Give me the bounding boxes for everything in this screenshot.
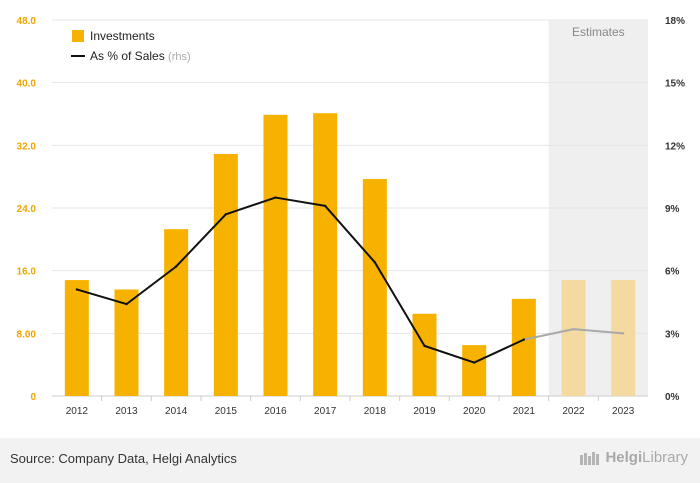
line-point: [522, 338, 526, 341]
x-tick-label: 2014: [165, 406, 188, 417]
legend-label-pct-name: As % of Sales: [90, 49, 165, 63]
bar-investments: [561, 280, 586, 396]
legend-label-investments: Investments: [90, 29, 155, 43]
x-tick-label: 2016: [264, 406, 287, 417]
left-tick-label: 40.0: [17, 79, 37, 90]
library-icon: [580, 451, 600, 465]
legend-swatch-investments: [72, 30, 84, 42]
line-point: [174, 265, 178, 268]
right-axis-ticks: 0% 3% 6% 9% 12% 15% 18%: [665, 16, 685, 403]
logo-text: HelgiLibrary: [605, 449, 688, 466]
line-point: [125, 302, 128, 306]
left-tick-label: 24.0: [17, 204, 37, 215]
x-tick-label: 2012: [66, 406, 89, 417]
x-tick-label: 2021: [513, 406, 536, 417]
line-point: [274, 196, 277, 199]
x-axis-ticks: 2012 2013 2014 2015 2016 2017 2018 2019 2020 2021…: [66, 396, 635, 417]
x-tick-label: 2023: [612, 406, 635, 417]
source-text: Source: Company Data, Helgi Analytics: [10, 451, 237, 466]
bar-investments: [313, 113, 338, 396]
bars: [64, 113, 636, 397]
helgi-library-logo[interactable]: HelgiLibrary: [579, 449, 688, 466]
bar-investments: [412, 313, 437, 396]
line-point: [423, 344, 426, 348]
x-tick-label: 2017: [314, 406, 337, 417]
bar-investments: [64, 280, 89, 396]
right-tick-label: 9%: [665, 204, 680, 215]
bar-investments: [164, 229, 189, 396]
bar-investments: [114, 289, 139, 396]
line-point: [323, 204, 327, 208]
x-tick-label: 2020: [463, 406, 486, 417]
footer: Source: Company Data, Helgi Analytics He…: [0, 438, 700, 483]
left-tick-label: 8.00: [17, 329, 37, 340]
estimates-label: Estimates: [572, 25, 625, 39]
bar-investments: [362, 179, 387, 396]
line-pct-actual: [76, 196, 525, 364]
right-tick-label: 15%: [665, 79, 685, 90]
legend: Investments As % of Sales (rhs): [71, 29, 191, 63]
right-tick-label: 12%: [665, 141, 685, 152]
bar-investments: [462, 345, 487, 396]
right-tick-label: 6%: [665, 267, 680, 278]
logo-text-helgi: Helgi: [605, 449, 643, 466]
left-tick-label: 0: [30, 392, 36, 403]
right-tick-label: 0%: [665, 392, 680, 403]
x-tick-label: 2019: [413, 406, 436, 417]
left-tick-label: 32.0: [17, 141, 37, 152]
legend-label-pct: As % of Sales (rhs): [90, 49, 191, 63]
bar-investments: [511, 298, 536, 396]
logo-text-library: Library: [642, 449, 688, 466]
line-point: [224, 213, 228, 216]
x-tick-label: 2022: [562, 406, 585, 417]
x-tick-label: 2018: [364, 406, 387, 417]
line-point: [75, 288, 79, 291]
left-axis-ticks: 0 8.00 16.0 24.0 32.0 40.0 48.0: [17, 16, 37, 403]
left-tick-label: 48.0: [17, 16, 37, 27]
bar-investments: [213, 153, 238, 396]
line-point: [373, 261, 377, 264]
bar-investments: [263, 114, 288, 397]
line-point: [572, 327, 575, 331]
x-tick-label: 2015: [215, 406, 238, 417]
left-tick-label: 16.0: [17, 267, 37, 278]
x-tick-label: 2013: [115, 406, 138, 417]
bar-investments: [611, 280, 636, 396]
pct-line: [75, 196, 625, 364]
line-point: [621, 332, 625, 335]
legend-label-pct-suffix: (rhs): [168, 51, 191, 63]
chart: Estimates 0 8.00 16.0 24.0 32.0 40.0 48.0 0% 3%…: [17, 16, 686, 417]
right-tick-label: 3%: [665, 329, 680, 340]
right-tick-label: 18%: [665, 16, 685, 27]
line-point: [472, 361, 476, 364]
